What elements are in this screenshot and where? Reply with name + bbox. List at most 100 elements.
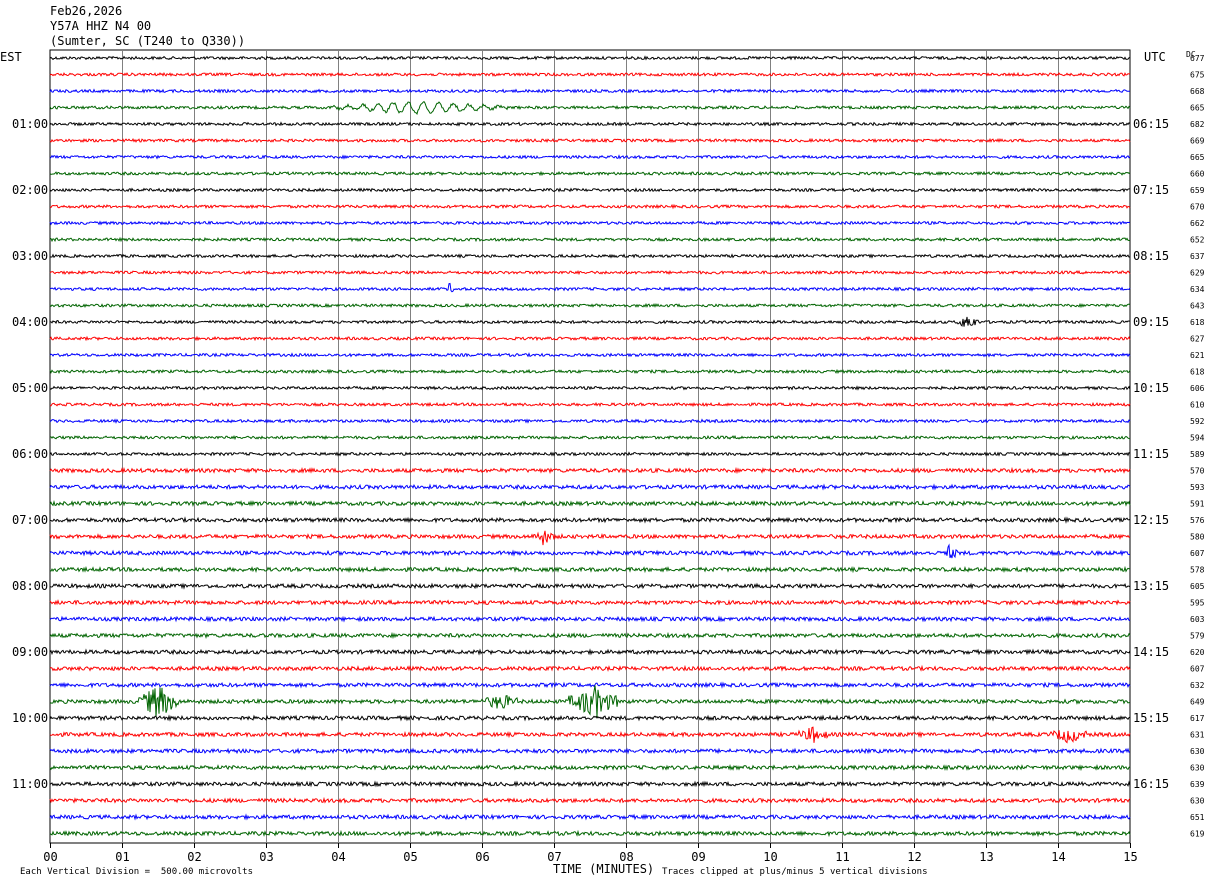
- dc-offset-value: 651: [1190, 813, 1205, 822]
- hour-label-est: 04:00: [12, 315, 48, 329]
- dc-offset-value: 605: [1190, 582, 1205, 591]
- seismic-trace: [49, 530, 1131, 546]
- seismic-trace: [49, 829, 1131, 838]
- seismic-trace: [49, 780, 1131, 788]
- hour-label-est: 02:00: [12, 183, 48, 197]
- dc-offset-value: 593: [1190, 483, 1205, 492]
- dc-offset-value: 607: [1190, 549, 1205, 558]
- seismic-trace: [49, 813, 1131, 821]
- seismic-trace: [49, 582, 1131, 590]
- hour-label-est: 06:00: [12, 447, 48, 461]
- seismic-trace: [49, 483, 1131, 491]
- dc-offset-value: 570: [1190, 467, 1205, 476]
- seismic-trace: [49, 401, 1131, 408]
- dc-offset-value: 620: [1190, 648, 1205, 657]
- seismic-trace: [49, 726, 1131, 744]
- hour-label-utc: 12:15: [1133, 513, 1169, 527]
- hour-label-utc: 16:15: [1133, 777, 1169, 791]
- dc-offset-value: 670: [1190, 203, 1205, 212]
- x-tick-label: 03: [259, 850, 273, 864]
- seismic-trace: [49, 764, 1131, 772]
- hour-label-utc: 08:15: [1133, 249, 1169, 263]
- dc-offset-value: 675: [1190, 71, 1205, 80]
- hour-label-utc: 11:15: [1133, 447, 1169, 461]
- dc-offset-value: 662: [1190, 219, 1205, 228]
- dc-offset-value: 649: [1190, 698, 1205, 707]
- seismic-trace: [49, 565, 1131, 574]
- x-tick-label: 00: [43, 850, 57, 864]
- seismic-trace: [49, 137, 1131, 144]
- hour-label-utc: 09:15: [1133, 315, 1169, 329]
- hour-label-est: 03:00: [12, 249, 48, 263]
- dc-offset-value: 677: [1190, 54, 1205, 63]
- dc-offset-value: 629: [1190, 269, 1205, 278]
- seismic-trace: [49, 664, 1131, 672]
- dc-offset-value: 578: [1190, 566, 1205, 575]
- seismic-trace: [49, 154, 1131, 160]
- hour-label-est: 09:00: [12, 645, 48, 659]
- x-tick-label: 13: [979, 850, 993, 864]
- hour-label-est: 01:00: [12, 117, 48, 131]
- dc-offset-value: 617: [1190, 714, 1205, 723]
- seismic-trace: [49, 282, 1131, 293]
- hour-label-utc: 14:15: [1133, 645, 1169, 659]
- dc-label: DC: [1186, 50, 1196, 59]
- x-tick-label: 08: [619, 850, 633, 864]
- dc-offset-value: 580: [1190, 533, 1205, 542]
- dc-offset-value: 668: [1190, 87, 1205, 96]
- seismic-trace: [49, 714, 1131, 722]
- seismic-trace: [49, 316, 1131, 327]
- seismic-trace: [49, 187, 1131, 193]
- dc-offset-value: 660: [1190, 170, 1205, 179]
- hour-label-utc: 10:15: [1133, 381, 1169, 395]
- plot-frame: [49, 49, 1131, 844]
- dc-offset-value: 618: [1190, 318, 1205, 327]
- dc-offset-value: 652: [1190, 236, 1205, 245]
- clip-note: Traces clipped at plus/minus 5 vertical …: [662, 867, 928, 877]
- dc-offset-value: 634: [1190, 285, 1205, 294]
- station-code: Y57A HHZ N4 00: [50, 19, 152, 33]
- hour-label-utc: 13:15: [1133, 579, 1169, 593]
- dc-offset-value: 630: [1190, 797, 1205, 806]
- seismic-trace: [49, 516, 1131, 524]
- dc-offset-value: 589: [1190, 450, 1205, 459]
- dc-offset-value: 659: [1190, 186, 1205, 195]
- dc-offset-value: 632: [1190, 681, 1205, 690]
- dc-offset-value: 643: [1190, 302, 1205, 311]
- dc-offset-value: 579: [1190, 632, 1205, 641]
- dc-offset-value: 665: [1190, 104, 1205, 113]
- dc-offset-value: 669: [1190, 137, 1205, 146]
- dc-offset-value: 594: [1190, 434, 1205, 443]
- seismic-trace: [49, 685, 1131, 718]
- x-tick-label: 04: [331, 850, 345, 864]
- seismic-trace: [49, 599, 1131, 606]
- dc-offset-value: 607: [1190, 665, 1205, 674]
- seismic-trace: [49, 499, 1131, 507]
- dc-offset-value: 591: [1190, 500, 1205, 509]
- right-timezone-label: UTC: [1144, 50, 1166, 64]
- seismic-trace: [49, 451, 1131, 457]
- seismic-trace: [49, 236, 1131, 243]
- x-tick-label: 09: [691, 850, 705, 864]
- seismic-trace: [49, 434, 1131, 441]
- x-tick-label: 05: [403, 850, 417, 864]
- dc-offset-value: 576: [1190, 516, 1205, 525]
- dc-offset-value: 619: [1190, 830, 1205, 839]
- seismic-trace: [49, 253, 1131, 259]
- x-tick-label: 07: [547, 850, 561, 864]
- seismic-trace: [49, 466, 1131, 475]
- dc-offset-value: 621: [1190, 351, 1205, 360]
- dc-offset-value: 682: [1190, 120, 1205, 129]
- hour-label-utc: 06:15: [1133, 117, 1169, 131]
- seismic-trace: [49, 418, 1131, 424]
- dc-offset-value: 603: [1190, 615, 1205, 624]
- seismic-trace: [49, 648, 1131, 656]
- hour-label-est: 08:00: [12, 579, 48, 593]
- dc-offset-value: 606: [1190, 384, 1205, 393]
- seismic-trace: [49, 796, 1131, 804]
- hour-label-est: 07:00: [12, 513, 48, 527]
- seismic-trace: [49, 269, 1131, 276]
- station-location: (Sumter, SC (T240 to Q330)): [50, 34, 246, 48]
- seismic-trace: [49, 615, 1131, 623]
